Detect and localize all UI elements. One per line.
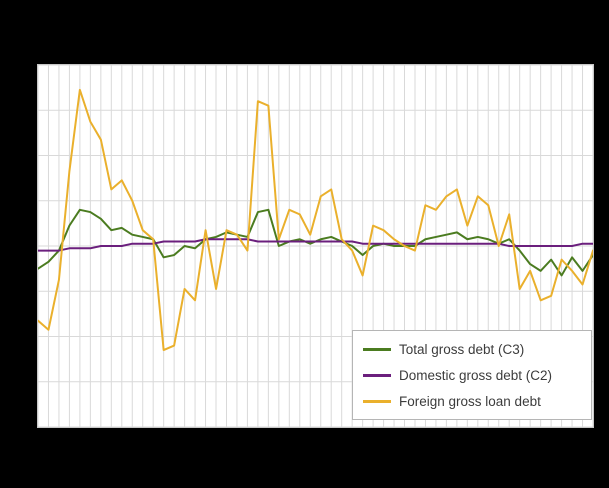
legend-label: Total gross debt (C3) bbox=[399, 341, 525, 357]
legend-item-total-gross-debt: Total gross debt (C3) bbox=[363, 336, 581, 362]
legend-label: Foreign gross loan debt bbox=[399, 393, 541, 409]
legend-line-swatch-green-icon bbox=[363, 347, 391, 351]
legend-item-foreign-gross-loan-debt: Foreign gross loan debt bbox=[363, 388, 581, 414]
series-line-1 bbox=[38, 238, 593, 252]
chart-legend: Total gross debt (C3) Domestic gross deb… bbox=[352, 330, 592, 420]
legend-line-swatch-purple-icon bbox=[363, 373, 391, 377]
chart-canvas bbox=[38, 65, 593, 427]
legend-label: Domestic gross debt (C2) bbox=[399, 367, 553, 383]
chart-plot-area bbox=[37, 64, 594, 428]
legend-line-swatch-yellow-icon bbox=[363, 399, 391, 403]
legend-item-domestic-gross-debt: Domestic gross debt (C2) bbox=[363, 362, 581, 388]
series-line-2 bbox=[38, 88, 593, 352]
